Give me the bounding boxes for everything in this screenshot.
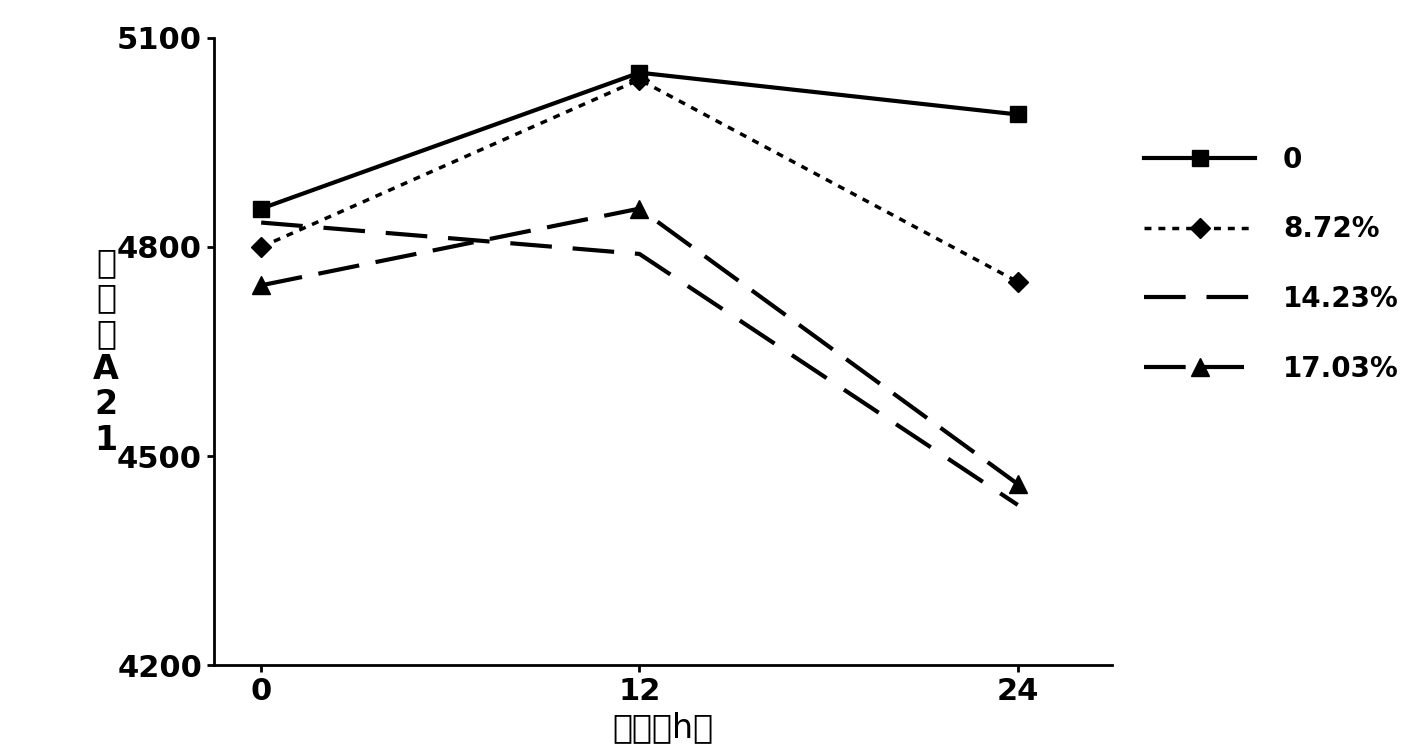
- 14.23%: [1010, 500, 1027, 510]
- 14.23%: [252, 218, 270, 227]
- Line: 8.72%: 8.72%: [254, 73, 1025, 289]
- Line: 17.03%: 17.03%: [252, 200, 1027, 493]
- 17.03%: [252, 280, 270, 290]
- 14.23%: [630, 249, 647, 259]
- Line: 0: 0: [254, 65, 1025, 216]
- 8.72%: [252, 243, 270, 252]
- 8.72%: [1010, 277, 1027, 287]
- X-axis label: 时间（h）: 时间（h）: [613, 711, 713, 745]
- Line: 14.23%: 14.23%: [261, 222, 1018, 505]
- 8.72%: [630, 75, 647, 84]
- Legend: 0, 8.72%, 14.23%, 17.03%: 0, 8.72%, 14.23%, 17.03%: [1144, 146, 1399, 383]
- 17.03%: [630, 204, 647, 213]
- 17.03%: [1010, 479, 1027, 488]
- Text: 峰
面
积
A
2
1: 峰 面 积 A 2 1: [93, 246, 118, 457]
- 0: [630, 68, 647, 77]
- 0: [252, 204, 270, 213]
- 0: [1010, 110, 1027, 119]
